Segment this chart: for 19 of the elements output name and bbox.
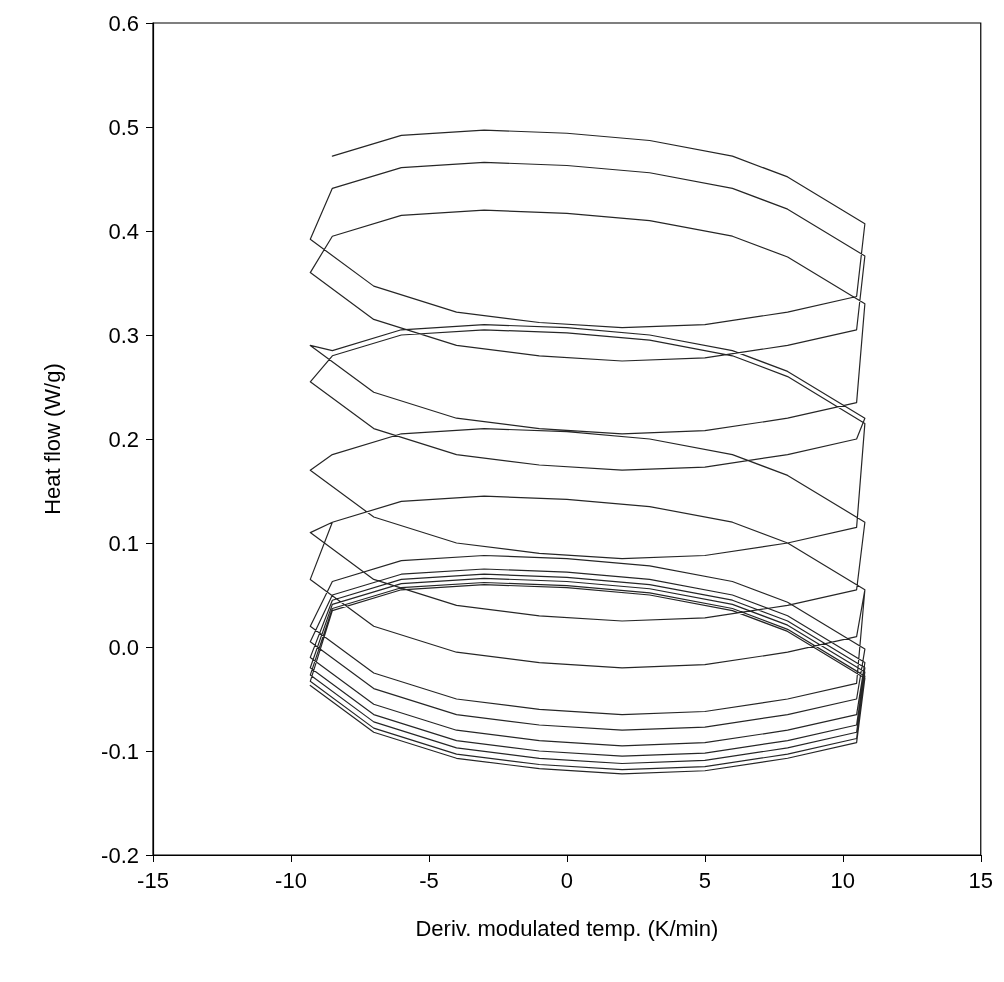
x-tick-label: -5 xyxy=(419,867,439,893)
y-tick-label: -0.1 xyxy=(101,738,139,764)
y-tick-label: 0.6 xyxy=(108,10,139,36)
line-series xyxy=(309,129,866,775)
y-axis-title: Heat flow (W/g) xyxy=(39,363,65,515)
y-tick-label: 0.0 xyxy=(108,634,139,660)
y-tick-label: -0.2 xyxy=(101,842,139,868)
x-tick-label: -10 xyxy=(275,867,307,893)
x-tick-label: 15 xyxy=(968,867,994,893)
y-tick-label: 0.3 xyxy=(108,322,139,348)
y-tick-label: 0.2 xyxy=(108,426,139,452)
x-axis-title: Deriv. modulated temp. (K/min) xyxy=(415,915,719,941)
y-tick-label: 0.4 xyxy=(108,218,139,244)
y-tick-label: 0.1 xyxy=(108,530,139,556)
x-tick-label: 5 xyxy=(698,867,711,893)
x-tick-label: 10 xyxy=(830,867,856,893)
x-tick-label: 0 xyxy=(560,867,574,893)
y-tick-label: 0.5 xyxy=(108,114,139,140)
x-tick-label: -15 xyxy=(137,867,169,893)
